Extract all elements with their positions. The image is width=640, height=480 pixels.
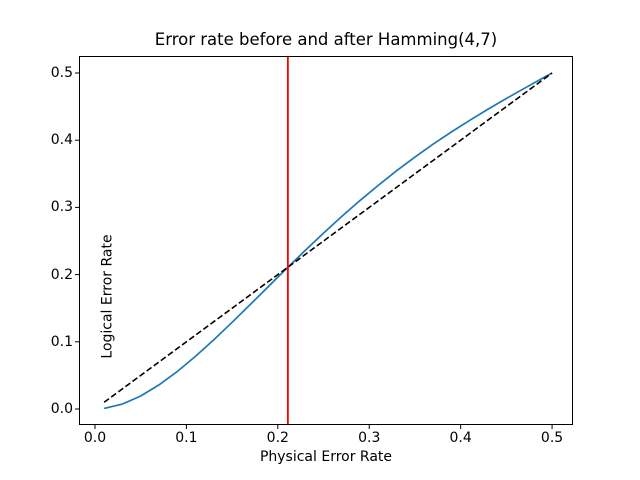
y-tick-label: 0.1: [50, 333, 73, 350]
plot-svg: [75, 56, 573, 429]
logical-error-rate-curve: [103, 72, 553, 410]
x-tick-label: 0.0: [83, 430, 107, 446]
y-tick-label: 0.5: [50, 65, 73, 81]
x-tick-label: 0.2: [266, 430, 289, 446]
plot-area: 0.0 0.1 0.2 0.3 0.4 0.5 0.0 0.1 0.2 0.3 0.4 0.5 Ph…: [51, 56, 573, 465]
identity-reference-line: [103, 72, 553, 403]
y-axis-label: Logical Error Rate: [99, 234, 116, 359]
x-tick-label: 0.3: [358, 430, 381, 446]
x-tick-label: 0.4: [449, 430, 472, 446]
chart-title: Error rate before and after Hamming(4,7): [154, 30, 498, 49]
x-tick-label: 0.5: [540, 430, 564, 446]
y-tick-label: 0.4: [50, 132, 73, 149]
axes-frame: [79, 56, 573, 425]
y-tick-label: 0.2: [50, 266, 73, 283]
y-tick-label: 0.0: [50, 401, 73, 417]
x-tick-label: 0.1: [175, 430, 198, 446]
x-axis-label: Physical Error Rate: [259, 449, 393, 465]
y-tick-label: 0.3: [50, 199, 73, 216]
